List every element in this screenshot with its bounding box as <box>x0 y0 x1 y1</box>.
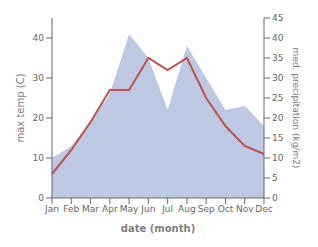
svg-text:Sep: Sep <box>198 204 215 214</box>
svg-text:Jun: Jun <box>140 204 155 214</box>
svg-text:35: 35 <box>272 53 283 63</box>
svg-text:5: 5 <box>272 173 278 183</box>
svg-text:25: 25 <box>272 93 283 103</box>
svg-text:0: 0 <box>38 193 44 203</box>
svg-text:Aug: Aug <box>178 204 196 214</box>
svg-text:20: 20 <box>272 113 284 123</box>
svg-text:max temp (C): max temp (C) <box>15 73 26 142</box>
svg-text:Jul: Jul <box>161 204 173 214</box>
svg-text:Apr: Apr <box>102 204 118 214</box>
svg-text:med. precipitation (kg/m2): med. precipitation (kg/m2) <box>291 48 301 169</box>
svg-text:Mar: Mar <box>82 204 99 214</box>
svg-text:Jan: Jan <box>44 204 59 214</box>
svg-text:Dec: Dec <box>255 204 272 214</box>
svg-text:15: 15 <box>272 133 283 143</box>
svg-text:Oct: Oct <box>218 204 234 214</box>
svg-text:10: 10 <box>272 153 284 163</box>
svg-text:10: 10 <box>33 153 45 163</box>
svg-text:date (month): date (month) <box>121 223 195 234</box>
svg-text:40: 40 <box>272 33 284 43</box>
svg-text:20: 20 <box>33 113 45 123</box>
svg-text:Feb: Feb <box>63 204 79 214</box>
svg-text:Nov: Nov <box>236 204 254 214</box>
svg-text:40: 40 <box>33 33 45 43</box>
svg-text:May: May <box>120 204 139 214</box>
svg-text:30: 30 <box>33 73 45 83</box>
svg-text:30: 30 <box>272 73 284 83</box>
svg-text:0: 0 <box>272 193 278 203</box>
svg-text:45: 45 <box>272 13 283 23</box>
